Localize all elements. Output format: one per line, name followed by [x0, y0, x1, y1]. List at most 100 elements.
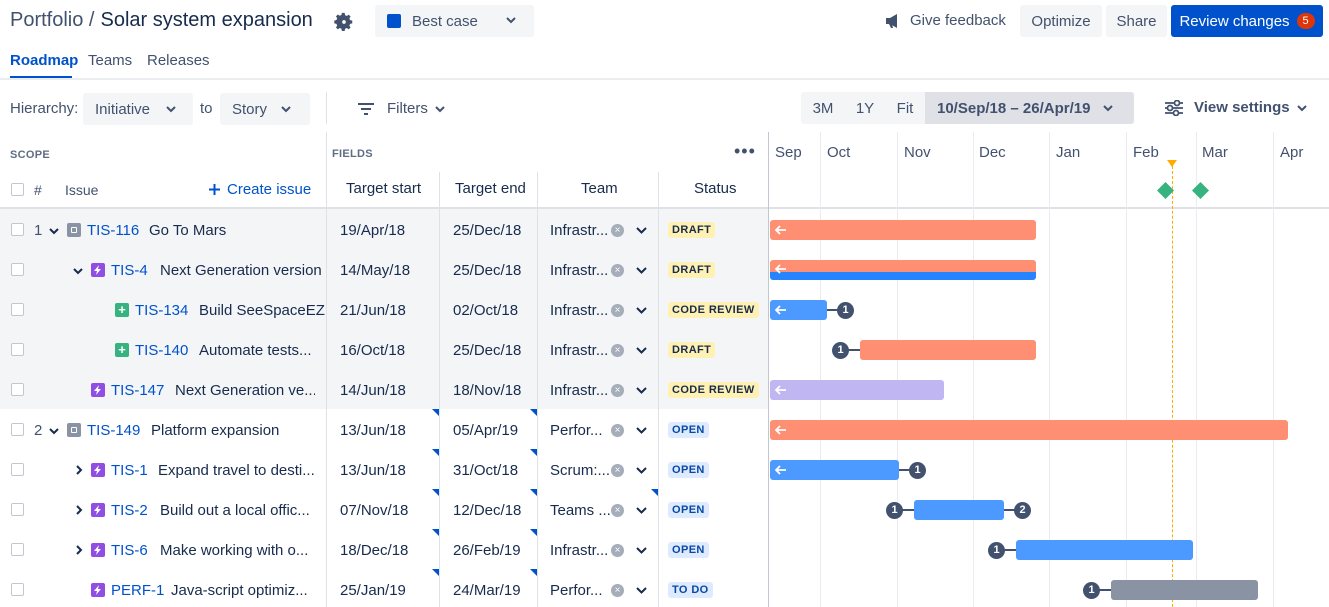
- dependency-badge[interactable]: 1: [909, 462, 926, 479]
- clear-icon[interactable]: ×: [611, 224, 624, 237]
- release-diamond-icon[interactable]: [1192, 182, 1209, 199]
- roadmap-bar[interactable]: [914, 500, 1004, 520]
- target-end-value[interactable]: 25/Dec/18: [453, 222, 522, 239]
- issue-key-link[interactable]: TIS-149: [87, 422, 141, 439]
- clear-icon[interactable]: ×: [611, 384, 624, 397]
- team-value[interactable]: Perfor...: [550, 422, 603, 439]
- target-end-value[interactable]: 05/Apr/19: [453, 422, 519, 439]
- team-value[interactable]: Infrastr...: [550, 302, 609, 319]
- clear-icon[interactable]: ×: [611, 344, 624, 357]
- issue-key-link[interactable]: TIS-1: [111, 462, 148, 479]
- issue-summary[interactable]: Make working with o...: [160, 542, 309, 559]
- chevron-down-icon[interactable]: [635, 344, 648, 357]
- roadmap-bar[interactable]: [770, 460, 899, 480]
- status-lozenge[interactable]: DRAFT: [668, 262, 716, 278]
- chevron-right-icon[interactable]: [73, 544, 85, 556]
- roadmap-bar[interactable]: [770, 420, 1288, 440]
- row-checkbox[interactable]: [11, 303, 24, 316]
- column-header-status[interactable]: Status: [694, 180, 737, 197]
- dependency-badge[interactable]: 1: [886, 502, 903, 519]
- column-header-team[interactable]: Team: [581, 180, 618, 197]
- row-checkbox[interactable]: [11, 423, 24, 436]
- scenario-select[interactable]: Best case: [375, 5, 534, 37]
- target-end-value[interactable]: 25/Dec/18: [453, 262, 522, 279]
- gear-icon[interactable]: [333, 11, 355, 33]
- clear-icon[interactable]: ×: [611, 264, 624, 277]
- row-checkbox[interactable]: [11, 503, 24, 516]
- issue-key-link[interactable]: PERF-1: [111, 582, 165, 599]
- create-issue-button[interactable]: Create issue: [208, 181, 311, 198]
- status-lozenge[interactable]: DRAFT: [668, 342, 716, 358]
- chevron-right-icon[interactable]: [73, 504, 85, 516]
- status-lozenge[interactable]: TO DO: [668, 582, 713, 598]
- target-end-value[interactable]: 12/Dec/18: [453, 502, 522, 519]
- row-checkbox[interactable]: [11, 543, 24, 556]
- target-start-value[interactable]: 14/Jun/18: [340, 382, 406, 399]
- chevron-down-icon[interactable]: [635, 384, 648, 397]
- clear-icon[interactable]: ×: [611, 304, 624, 317]
- review-changes-button[interactable]: Review changes 5: [1171, 5, 1323, 37]
- tab-releases[interactable]: Releases: [147, 52, 210, 69]
- zoom-3m-button[interactable]: 3M: [801, 92, 845, 124]
- clear-icon[interactable]: ×: [611, 424, 624, 437]
- column-header-target-start[interactable]: Target start: [346, 180, 422, 197]
- column-header-target-end[interactable]: Target end: [455, 180, 526, 197]
- target-end-value[interactable]: 02/Oct/18: [453, 302, 519, 319]
- issue-summary[interactable]: Platform expansion: [151, 422, 280, 439]
- row-checkbox[interactable]: [11, 383, 24, 396]
- target-start-value[interactable]: 07/Nov/18: [340, 502, 409, 519]
- roadmap-bar[interactable]: [770, 300, 827, 320]
- chevron-down-icon[interactable]: [635, 264, 648, 277]
- issue-key-link[interactable]: TIS-147: [111, 382, 165, 399]
- row-checkbox[interactable]: [11, 263, 24, 276]
- dependency-badge[interactable]: 1: [1083, 582, 1100, 599]
- date-range-select[interactable]: 10/Sep/18 – 26/Apr/19: [925, 92, 1134, 124]
- team-value[interactable]: Teams ...: [550, 502, 611, 519]
- target-start-value[interactable]: 13/Jun/18: [340, 462, 406, 479]
- issue-summary[interactable]: Expand travel to desti...: [158, 462, 315, 479]
- chevron-down-icon[interactable]: [635, 544, 648, 557]
- roadmap-bar[interactable]: [770, 380, 944, 400]
- dependency-badge[interactable]: 1: [988, 542, 1005, 559]
- chevron-right-icon[interactable]: [73, 464, 85, 476]
- chevron-down-icon[interactable]: [635, 224, 648, 237]
- issue-summary[interactable]: Build out a local offic...: [160, 502, 310, 519]
- issue-key-link[interactable]: TIS-116: [87, 222, 140, 239]
- chevron-down-icon[interactable]: [48, 225, 60, 237]
- dependency-badge[interactable]: 1: [832, 342, 849, 359]
- optimize-button[interactable]: Optimize: [1020, 5, 1102, 37]
- issue-summary[interactable]: Build SeeSpaceEZ t: [199, 302, 326, 319]
- chevron-down-icon[interactable]: [635, 424, 648, 437]
- issue-summary[interactable]: Next Generation ve...: [175, 382, 315, 399]
- issue-summary[interactable]: Automate tests...: [199, 342, 312, 359]
- dependency-badge[interactable]: 2: [1014, 502, 1031, 519]
- target-end-value[interactable]: 26/Feb/19: [453, 542, 521, 559]
- target-start-value[interactable]: 21/Jun/18: [340, 302, 406, 319]
- status-lozenge[interactable]: OPEN: [668, 422, 709, 438]
- issue-key-link[interactable]: TIS-134: [135, 302, 189, 319]
- team-value[interactable]: Infrastr...: [550, 262, 609, 279]
- issue-summary[interactable]: Go To Mars: [149, 222, 227, 239]
- hierarchy-from-select[interactable]: Initiative: [83, 93, 193, 125]
- view-settings-button[interactable]: View settings: [1164, 99, 1308, 116]
- status-lozenge[interactable]: OPEN: [668, 462, 709, 478]
- clear-icon[interactable]: ×: [611, 504, 624, 517]
- status-lozenge[interactable]: OPEN: [668, 542, 709, 558]
- chevron-down-icon[interactable]: [635, 304, 648, 317]
- chevron-down-icon[interactable]: [635, 504, 648, 517]
- team-value[interactable]: Infrastr...: [550, 542, 609, 559]
- row-checkbox[interactable]: [11, 223, 24, 236]
- chevron-down-icon[interactable]: [72, 265, 84, 277]
- share-button[interactable]: Share: [1106, 5, 1167, 37]
- hierarchy-to-select[interactable]: Story: [220, 93, 310, 125]
- chevron-down-icon[interactable]: [48, 425, 60, 437]
- clear-icon[interactable]: ×: [611, 584, 624, 597]
- clear-icon[interactable]: ×: [611, 544, 624, 557]
- status-lozenge[interactable]: CODE REVIEW: [668, 302, 759, 318]
- clear-icon[interactable]: ×: [611, 464, 624, 477]
- chevron-down-icon[interactable]: [635, 584, 648, 597]
- chevron-down-icon[interactable]: [635, 464, 648, 477]
- team-value[interactable]: Scrum:...: [550, 462, 611, 479]
- zoom-1y-button[interactable]: 1Y: [845, 92, 885, 124]
- filters-button[interactable]: Filters: [357, 100, 446, 117]
